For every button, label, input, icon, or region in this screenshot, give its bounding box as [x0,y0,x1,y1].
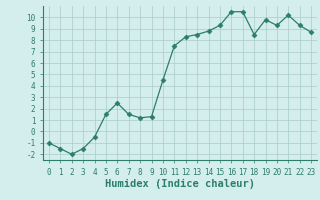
X-axis label: Humidex (Indice chaleur): Humidex (Indice chaleur) [105,179,255,189]
